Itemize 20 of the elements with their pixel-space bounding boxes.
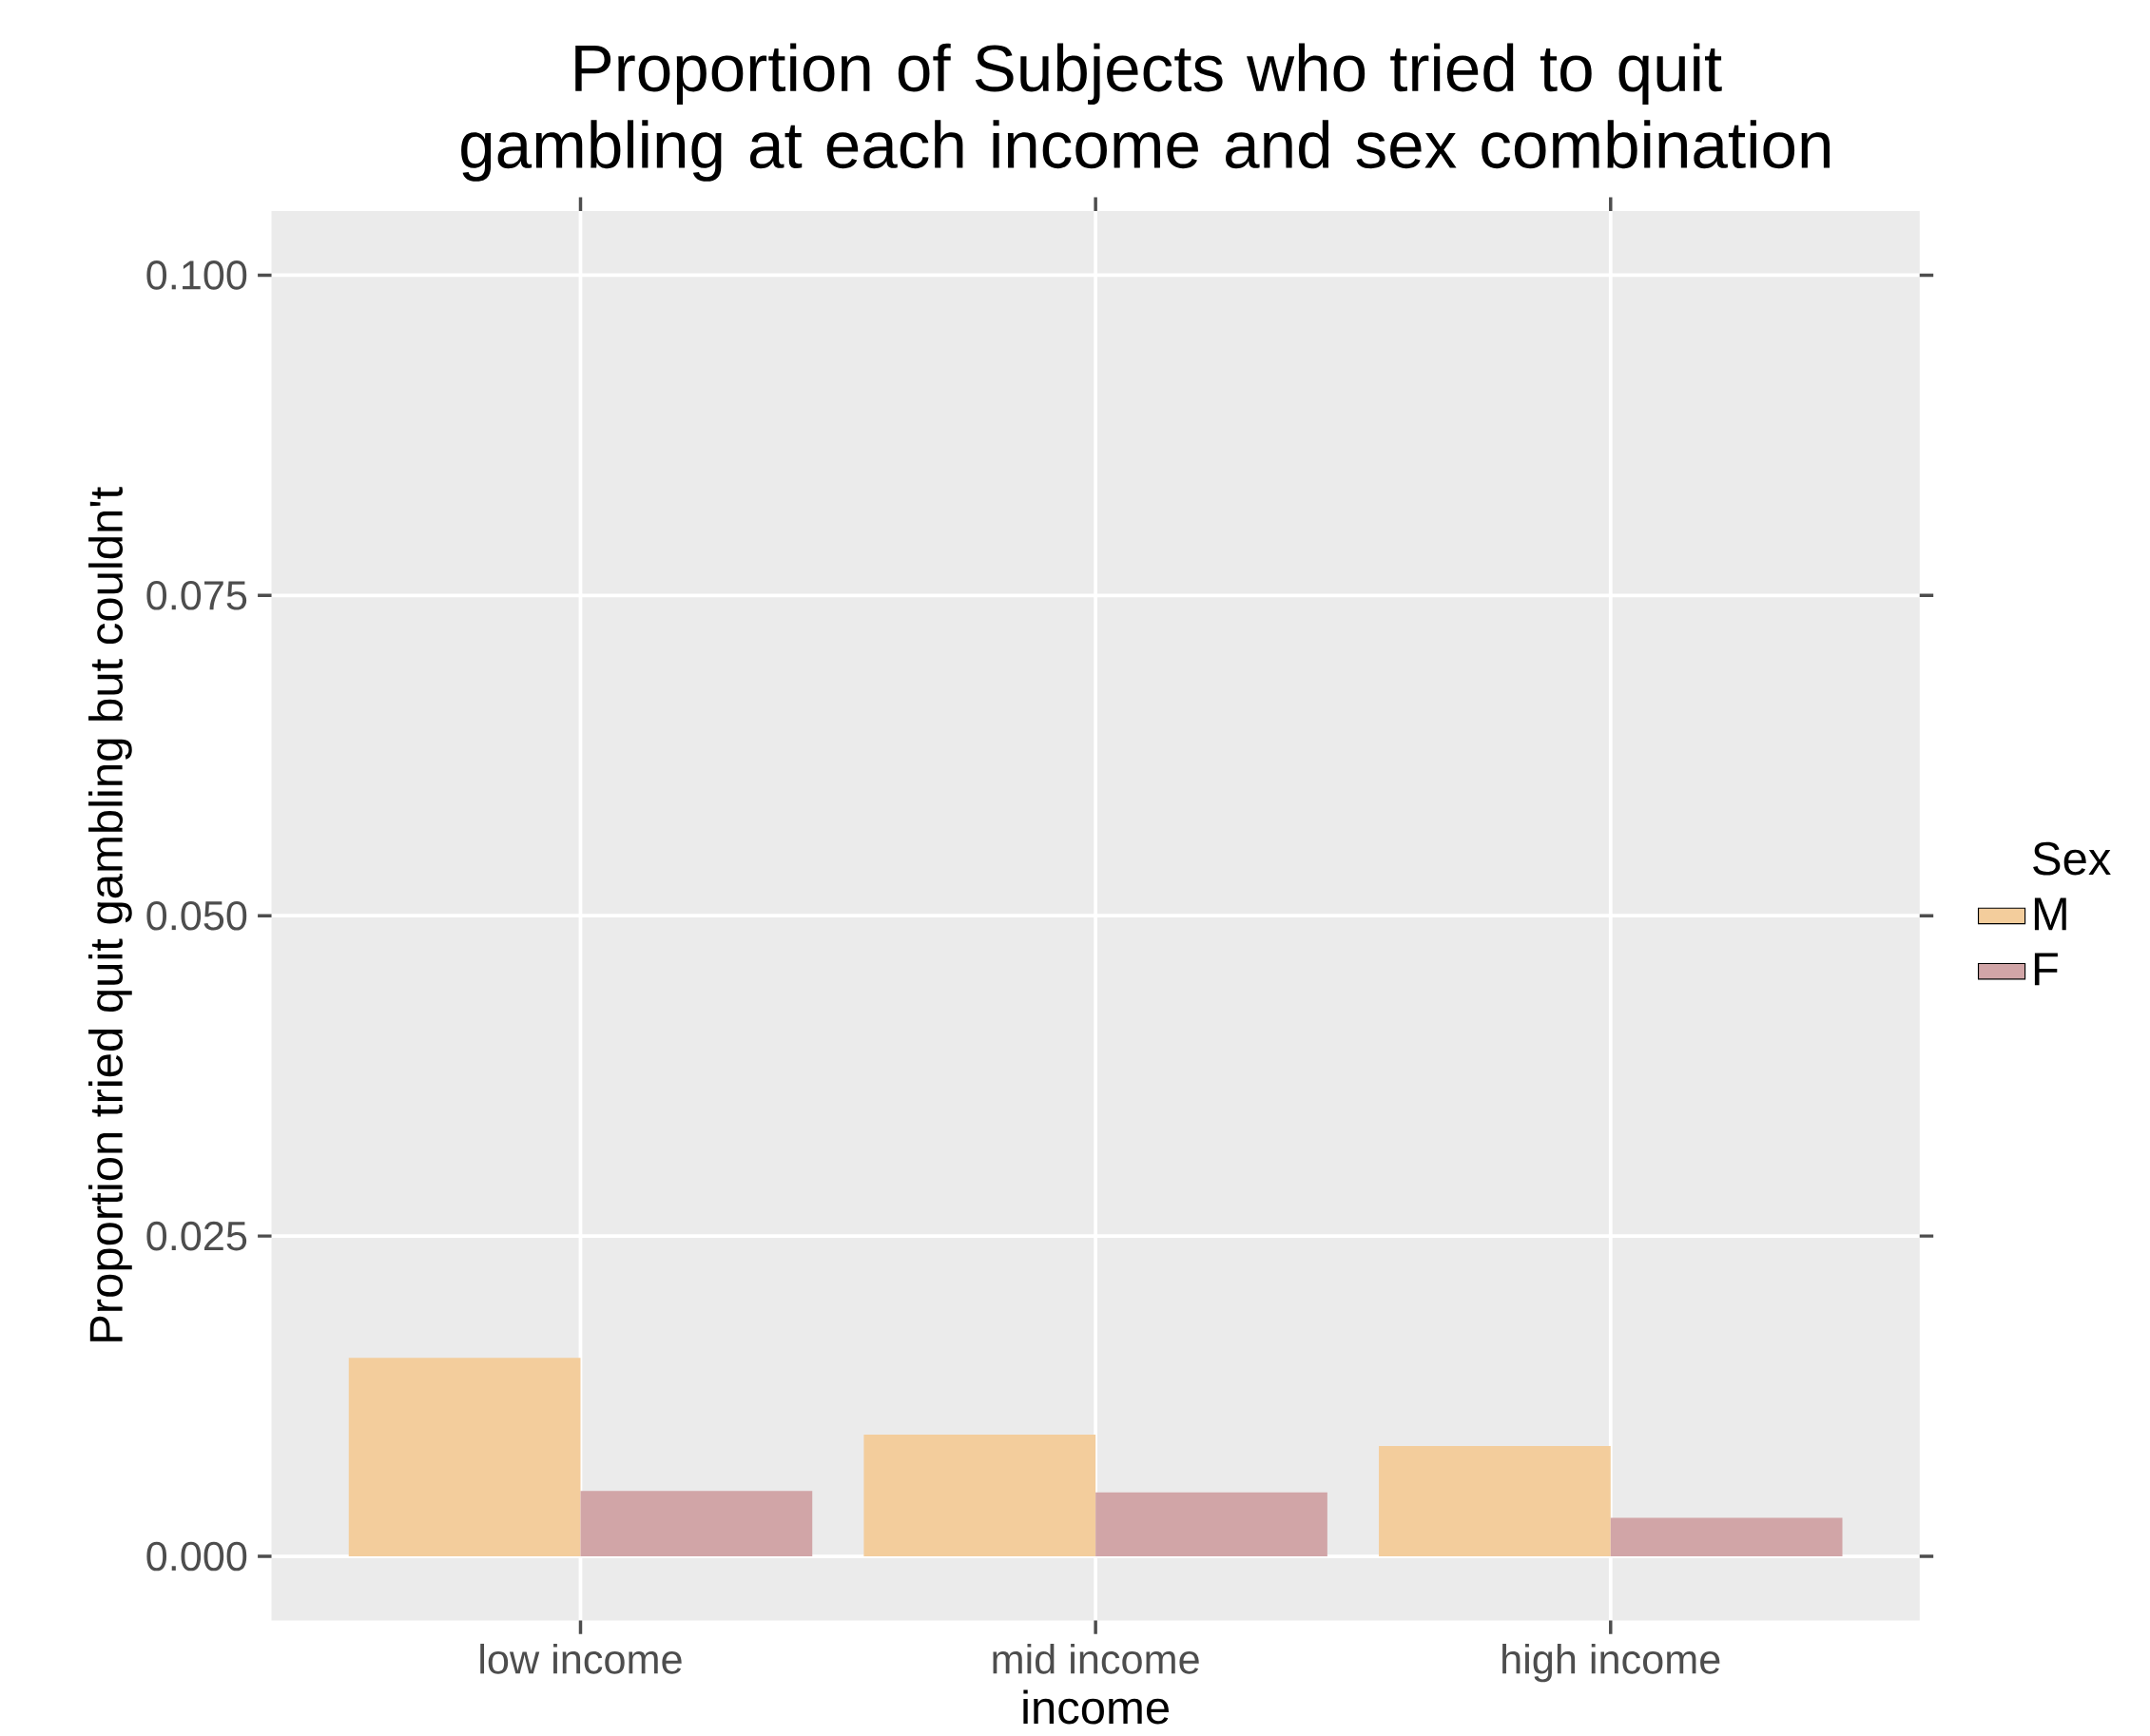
bar xyxy=(1379,1446,1611,1557)
legend-label: M xyxy=(2034,897,2066,931)
y-tick-label: 0.000 xyxy=(146,1541,247,1572)
bar xyxy=(863,1435,1096,1557)
legend-label: F xyxy=(2034,953,2058,986)
bar xyxy=(1610,1517,1843,1557)
y-tick-label: 0.100 xyxy=(146,260,247,290)
x-axis-title: income xyxy=(1023,1689,1169,1725)
bar xyxy=(580,1491,813,1557)
x-tick-label: low income xyxy=(480,1644,682,1674)
chart-title: Proportion of Subjects who tried to quit gambling at each income and sex combination xyxy=(461,43,1830,183)
x-tick-label: mid income xyxy=(993,1644,1199,1674)
bar xyxy=(348,1358,581,1557)
legend-title: Sex xyxy=(2033,841,2111,876)
bar xyxy=(1095,1492,1327,1557)
y-axis-title: Proportion tried quit gambling but couldn't xyxy=(88,487,132,1342)
y-tick-label: 0.050 xyxy=(146,901,247,931)
y-tick-label: 0.075 xyxy=(146,581,247,610)
x-tick-label: high income xyxy=(1502,1644,1720,1683)
y-tick-label: 0.025 xyxy=(146,1222,247,1251)
